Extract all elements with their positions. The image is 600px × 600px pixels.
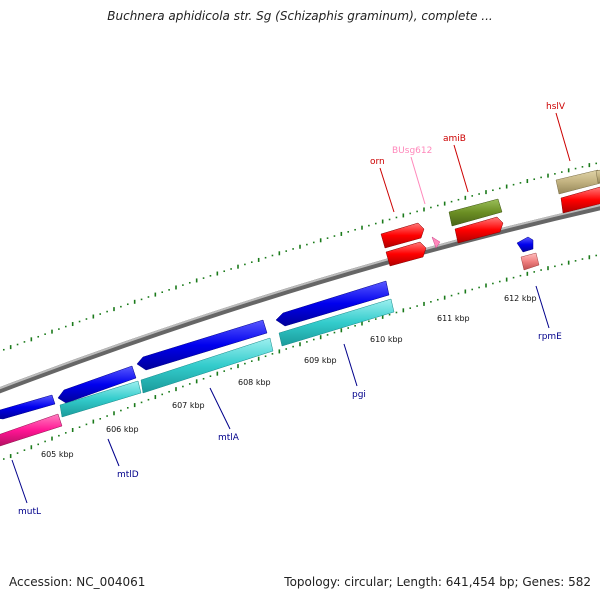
cds-pink-feature[interactable]: [0, 413, 63, 447]
gene-label-amiB[interactable]: amiB: [443, 134, 466, 144]
cds-amiB-forward[interactable]: [454, 216, 504, 244]
gene-label-orn[interactable]: orn: [370, 157, 385, 167]
rna-track-3: [278, 298, 395, 347]
genome-backbone-highlight: [0, 204, 600, 390]
cds-khaki-feature[interactable]: [555, 169, 600, 195]
tick-label: 610 kbp: [370, 335, 403, 344]
cds-pgi-reverse[interactable]: [275, 280, 390, 327]
gc-content-ring-upper: [2, 162, 598, 351]
gene-label-mtlA[interactable]: mtlA: [218, 433, 240, 443]
leader-line-hslV: [555, 112, 571, 162]
cds-BUsg612-small[interactable]: [431, 236, 441, 249]
tick-label: 605 kbp: [41, 450, 74, 459]
leader-line-mtlD: [107, 438, 120, 467]
gene-label-BUsg612[interactable]: BUsg612: [392, 146, 432, 156]
leader-line-BUsg612: [410, 156, 426, 205]
gene-label-hslV[interactable]: hslV: [546, 102, 566, 112]
cds-rpmE-reverse[interactable]: [516, 236, 534, 253]
cds-mtlA-reverse[interactable]: [136, 319, 268, 371]
tick-label: 607 kbp: [172, 401, 205, 410]
cds-hslV-forward[interactable]: [560, 186, 600, 214]
topology-summary: Topology: circular; Length: 641,454 bp; …: [284, 575, 591, 589]
genome-backbone: [0, 204, 600, 394]
cds-forward-2[interactable]: [385, 241, 427, 267]
leader-line-orn: [379, 167, 395, 213]
tick-label: 612 kbp: [504, 294, 537, 303]
tick-label: 609 kbp: [304, 356, 337, 365]
rna-track-1: [59, 380, 142, 418]
leader-line-amiB: [453, 144, 469, 193]
leader-line-pgi: [343, 343, 358, 387]
cds-olive-feature[interactable]: [448, 198, 503, 227]
tick-label: 606 kbp: [106, 425, 139, 434]
tick-label: 608 kbp: [238, 378, 271, 387]
leader-line-mutL: [11, 459, 28, 504]
leader-line-rpmE: [535, 285, 550, 329]
accession-text: Accession: NC_004061: [9, 575, 146, 589]
gene-label-pgi[interactable]: pgi: [352, 390, 366, 400]
cds-mutL-reverse[interactable]: [0, 394, 56, 420]
gc-content-ring-lower: [2, 254, 598, 460]
cds-khaki-feature-2[interactable]: [595, 169, 600, 184]
map-title: Buchnera aphidicola str. Sg (Schizaphis …: [107, 9, 493, 23]
cds-mtlD-reverse[interactable]: [57, 365, 137, 404]
cds-orn-forward[interactable]: [380, 222, 425, 249]
gene-label-mutL[interactable]: mutL: [18, 507, 41, 517]
leader-line-mtlA: [209, 387, 231, 430]
gene-label-rpmE[interactable]: rpmE: [538, 332, 562, 342]
cds-salmon-feature[interactable]: [520, 252, 540, 271]
tick-label: 611 kbp: [437, 314, 470, 323]
rna-track-2: [140, 337, 274, 394]
gene-label-mtlD[interactable]: mtlD: [117, 470, 139, 480]
